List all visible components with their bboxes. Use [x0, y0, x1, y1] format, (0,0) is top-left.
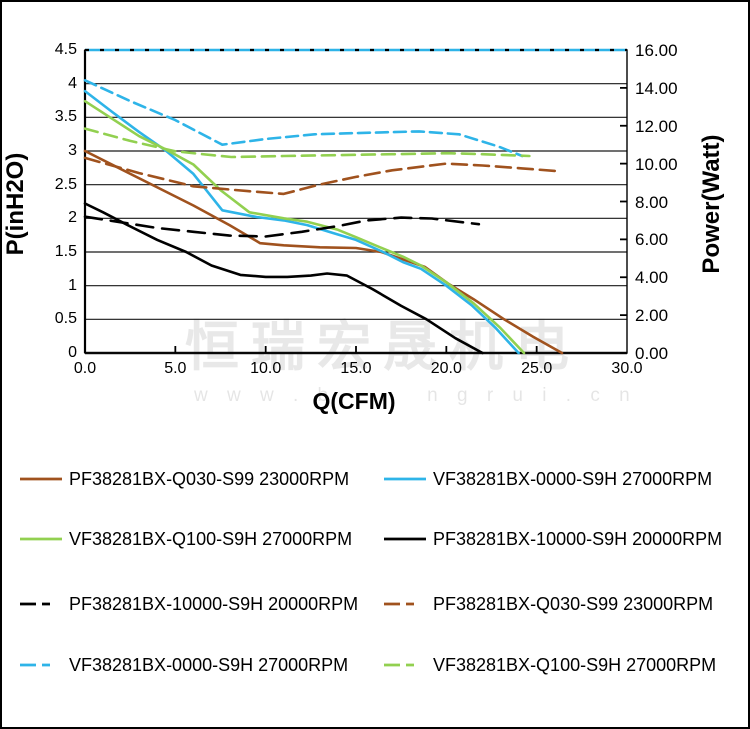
watermark-cjk-text: 恒瑞宏晟机电 — [185, 317, 581, 377]
legend-swatch-solid-line — [20, 537, 62, 541]
legend-item: PF38281BX-Q030-S99 23000RPM — [384, 592, 713, 616]
y-right-tick-label: 0.00 — [635, 344, 669, 363]
y-left-tick-label: 3 — [68, 142, 77, 159]
legend-label: PF38281BX-10000-S9H 20000RPM — [69, 593, 359, 614]
legend-label: PF38281BX-Q030-S99 23000RPM — [433, 593, 714, 614]
legend-label: VF38281BX-Q100-S9H 27000RPM — [69, 528, 353, 549]
x-axis-title: Q(CFM) — [312, 388, 396, 414]
y-axis-title-left: P(inH2O) — [2, 152, 29, 256]
watermark-url-text: w w w . b n g r u i . c n — [194, 385, 637, 407]
y-right-tick-label: 2.00 — [635, 306, 669, 326]
plot-border — [84, 49, 628, 354]
watermark-url-suffix: n g r u i . c n — [427, 385, 637, 406]
legend-item: VF38281BX-0000-S9H 27000RPM — [20, 653, 348, 677]
y-left-tick-label: 1.5 — [54, 243, 77, 260]
y-right-tick-label: 6.00 — [635, 230, 669, 250]
legend-label: PF38281BX-Q030-S99 23000RPM — [69, 468, 350, 489]
y-left-tick-label: 2 — [68, 209, 77, 227]
legend-item: VF38281BX-Q100-S9H 27000RPM — [384, 653, 716, 677]
x-tick-label: 15.0 — [340, 360, 372, 377]
series-static-pressure-3 — [83, 202, 484, 355]
y-left-tick-label: 2.5 — [54, 175, 77, 193]
series-power-4 — [83, 215, 481, 238]
x-tick-label: 0.0 — [73, 360, 97, 377]
legend-item: VF38281BX-0000-S9H 27000RPM — [384, 467, 712, 491]
legend-label: PF38281BX-10000-S9H 20000RPM — [433, 528, 723, 549]
y-right-tick-label: 4.00 — [635, 268, 669, 288]
y-right-tick-label: 10.00 — [635, 154, 678, 174]
legend-label: VF38281BX-0000-S9H 27000RPM — [69, 654, 349, 675]
x-tick-label: 25.0 — [521, 360, 553, 377]
x-tick-label: 10.0 — [250, 360, 282, 377]
y-right-tick-label: 12.00 — [635, 116, 678, 136]
y-left-tick-label: 1 — [68, 276, 77, 294]
series-power-5 — [83, 156, 560, 196]
chart-legend: PF38281BX-Q030-S99 23000RPM VF38281BX-000… — [2, 442, 748, 727]
legend-swatch-solid-line — [20, 477, 62, 481]
y-left-tick-label: 3.5 — [54, 108, 77, 126]
y-left-tick-label: 0.5 — [54, 310, 77, 328]
y-left-tick-label: 0 — [68, 344, 77, 361]
series-power-6 — [83, 79, 524, 158]
y-right-tick-label: 14.00 — [635, 78, 678, 98]
legend-swatch-dashed-line — [384, 602, 426, 606]
x-tick-label: 30.0 — [611, 360, 643, 377]
series-power-7 — [83, 127, 531, 159]
legend-swatch-solid-line — [384, 537, 426, 541]
watermark-url-prefix: w w w . b — [194, 385, 336, 406]
y-right-tick-label: 16.00 — [635, 41, 678, 60]
legend-label: VF38281BX-Q100-S9H 27000RPM — [433, 654, 717, 675]
legend-item: PF38281BX-10000-S9H 20000RPM — [384, 527, 722, 551]
x-tick-label: 5.0 — [164, 360, 187, 377]
legend-label: VF38281BX-0000-S9H 27000RPM — [433, 468, 713, 489]
y-right-tick-label: 8.00 — [635, 192, 669, 212]
legend-swatch-dashed-line — [20, 663, 62, 667]
x-tick-label: 20.0 — [430, 360, 462, 377]
legend-item: PF38281BX-10000-S9H 20000RPM — [20, 592, 358, 616]
series-static-pressure-0 — [83, 149, 564, 355]
legend-swatch-solid-line — [384, 477, 426, 481]
pq-power-chart-canvas — [83, 48, 628, 355]
y-left-tick-label: 4 — [68, 74, 77, 92]
legend-item: PF38281BX-Q030-S99 23000RPM — [20, 467, 349, 491]
legend-swatch-dashed-line — [20, 602, 62, 606]
y-left-tick-label: 4.5 — [54, 41, 77, 58]
legend-swatch-dashed-line — [384, 663, 426, 667]
legend-item: VF38281BX-Q100-S9H 27000RPM — [20, 527, 352, 551]
